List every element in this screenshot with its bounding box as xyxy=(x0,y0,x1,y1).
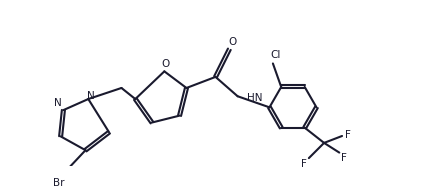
Text: O: O xyxy=(162,59,170,69)
Text: N: N xyxy=(54,98,62,108)
Text: O: O xyxy=(229,37,237,47)
Text: Br: Br xyxy=(53,178,64,186)
Text: F: F xyxy=(345,130,351,140)
Text: N: N xyxy=(87,91,95,101)
Text: Cl: Cl xyxy=(270,50,281,60)
Text: F: F xyxy=(341,153,347,163)
Text: HN: HN xyxy=(247,93,263,103)
Text: F: F xyxy=(301,159,307,169)
